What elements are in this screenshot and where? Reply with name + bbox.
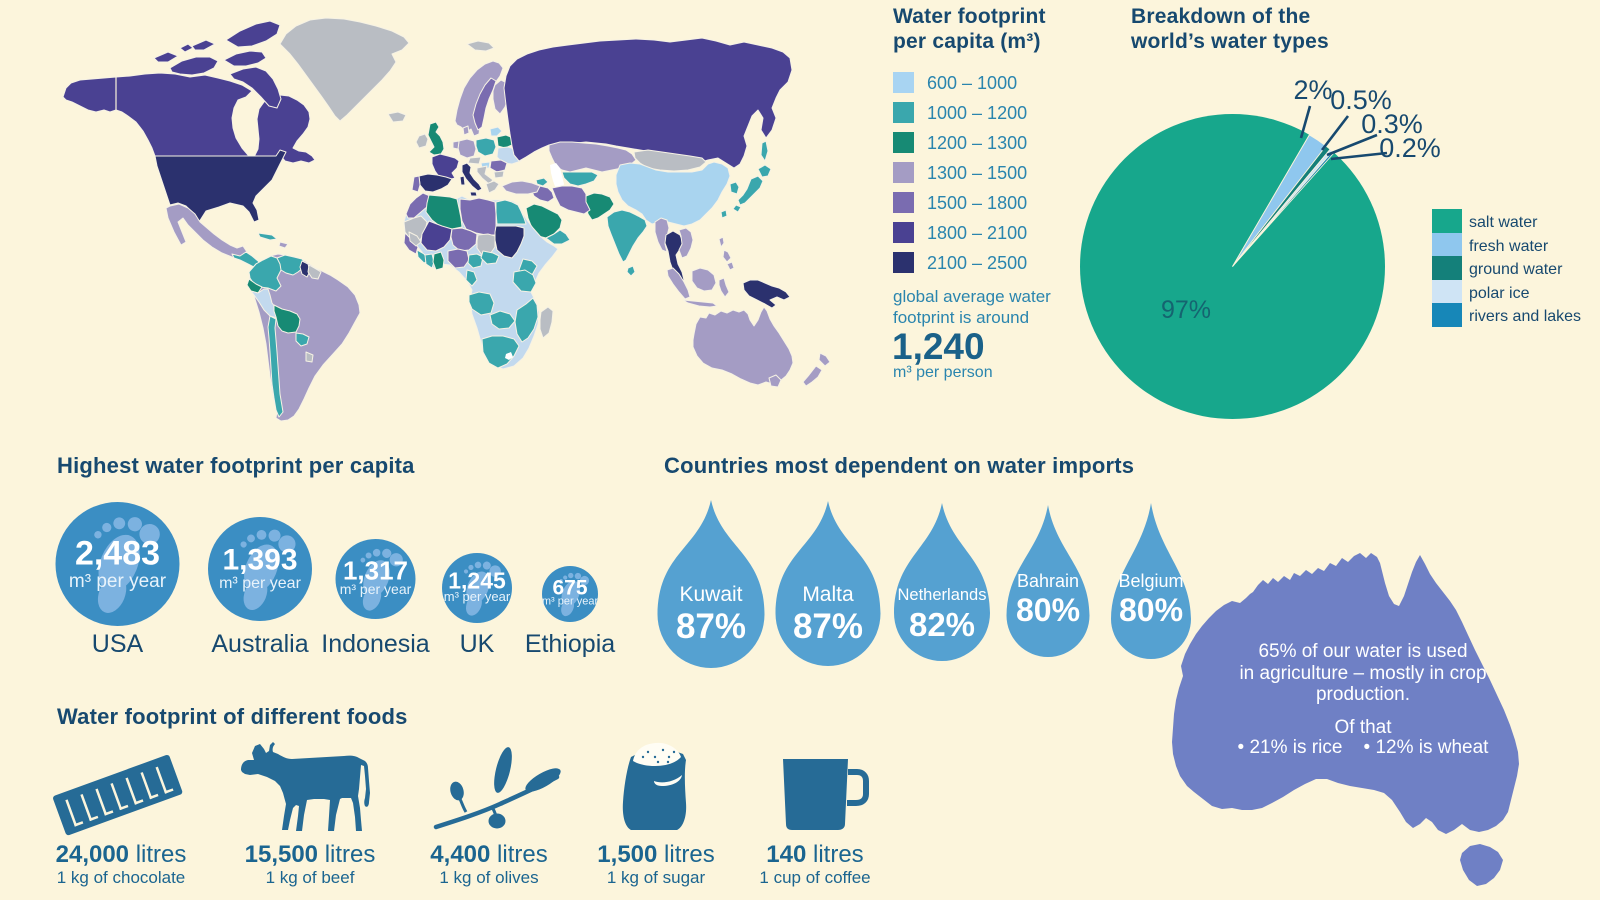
svg-text:87%: 87%: [793, 607, 863, 646]
svg-text:82%: 82%: [909, 606, 975, 643]
svg-text:0.5%: 0.5%: [1330, 85, 1392, 115]
svg-text:2,483: 2,483: [75, 535, 160, 573]
svg-text:0.3%: 0.3%: [1361, 109, 1423, 139]
svg-text:Netherlands: Netherlands: [898, 586, 987, 604]
svg-text:Bahrain: Bahrain: [1017, 571, 1079, 591]
svg-text:80%: 80%: [1119, 592, 1183, 628]
svg-text:87%: 87%: [676, 607, 746, 646]
svg-text:675: 675: [552, 577, 587, 600]
svg-text:m³ per year: m³ per year: [69, 571, 167, 592]
svg-text:1,317: 1,317: [343, 556, 408, 586]
svg-text:m³ per year: m³ per year: [340, 581, 412, 597]
svg-text:Belgium: Belgium: [1118, 571, 1183, 591]
svg-text:1,393: 1,393: [222, 544, 297, 577]
svg-text:m³ per year: m³ per year: [542, 595, 599, 607]
svg-text:80%: 80%: [1016, 592, 1080, 628]
svg-text:Kuwait: Kuwait: [679, 583, 742, 606]
svg-text:2%: 2%: [1293, 75, 1332, 105]
svg-text:m³ per year: m³ per year: [444, 589, 511, 604]
svg-text:0.2%: 0.2%: [1379, 133, 1441, 163]
svg-text:m³ per year: m³ per year: [219, 575, 301, 592]
svg-text:1,245: 1,245: [448, 568, 506, 594]
svg-text:Malta: Malta: [802, 583, 854, 606]
